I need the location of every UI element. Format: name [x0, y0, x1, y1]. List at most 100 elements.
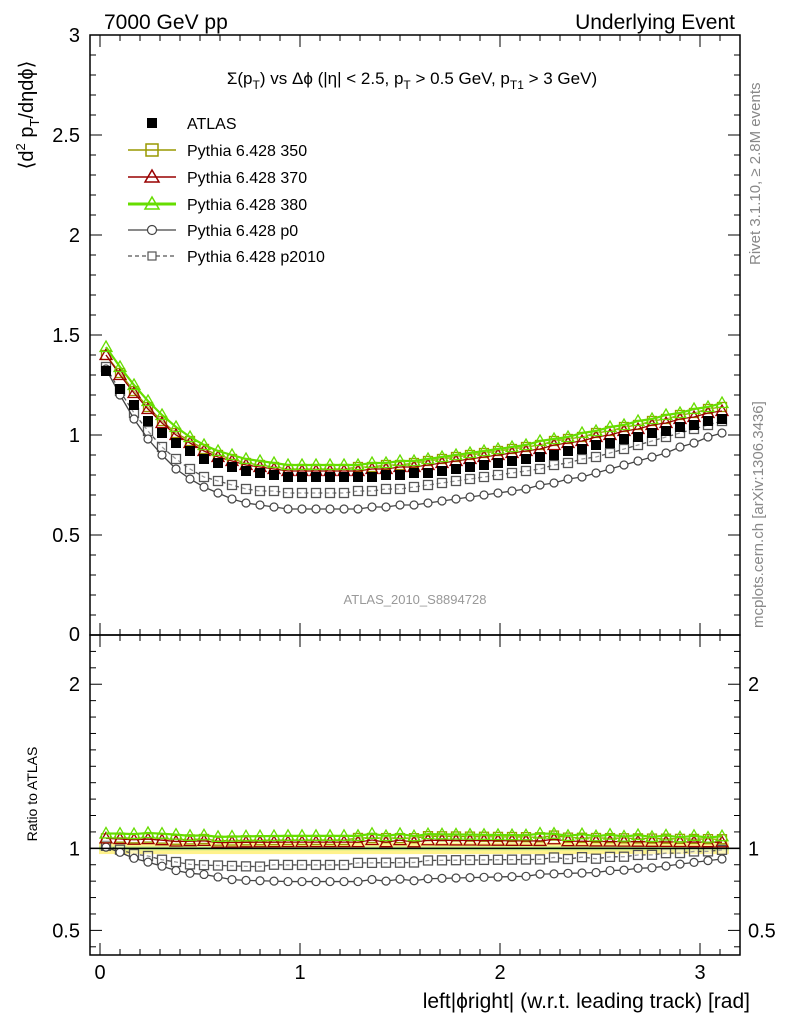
ratio-point-pythia-6-428-p0	[703, 856, 713, 866]
ratio-point-pythia-6-428-p0	[227, 874, 237, 885]
ratio-point-pythia-6-428-380	[322, 828, 338, 842]
point-pythia-6-428-p0	[437, 496, 447, 506]
ratio-point-pythia-6-428-380	[378, 828, 394, 842]
ratio-point-pythia-6-428-380	[462, 827, 478, 840]
analysis-annotation: ATLAS_2010_S8894728	[344, 592, 487, 607]
ratio-point-pythia-6-428-p0	[395, 874, 405, 884]
main-y-tick-label: 1.5	[52, 325, 80, 347]
ratio-point-pythia-6-428-380	[420, 826, 436, 840]
point-pythia-6-428-380	[280, 457, 296, 471]
point-atlas	[647, 428, 657, 438]
ratio-point-pythia-6-428-p0	[283, 876, 293, 887]
main-y-tick-label: 2.5	[52, 125, 80, 147]
header-right: Underlying Event	[575, 11, 735, 34]
point-pythia-6-428-p0	[675, 442, 685, 452]
ratio-point-pythia-6-428-380	[98, 826, 114, 839]
point-atlas	[423, 468, 433, 478]
ratio-point-pythia-6-428-380	[658, 828, 674, 841]
point-pythia-6-428-380	[140, 393, 156, 407]
x-axis-label: left|ϕright| (w.r.t. leading track) [rad…	[423, 990, 750, 1013]
ratio-point-pythia-6-428-380	[434, 827, 450, 840]
point-pythia-6-428-p2010	[296, 487, 308, 499]
ratio-point-pythia-6-428-370	[140, 831, 156, 845]
point-pythia-6-428-p0	[423, 498, 433, 508]
point-pythia-6-428-p0	[255, 500, 265, 510]
point-pythia-6-428-p2010	[506, 467, 518, 479]
point-pythia-6-428-380	[378, 455, 394, 469]
point-atlas	[353, 472, 363, 482]
ratio-point-pythia-6-428-380	[476, 827, 492, 840]
point-pythia-6-428-380	[182, 429, 198, 443]
series-pythia-6-428-p0	[101, 364, 727, 514]
point-pythia-6-428-370	[98, 347, 114, 361]
ratio-point-pythia-6-428-p0	[563, 868, 573, 878]
ratio-point-pythia-6-428-380	[574, 826, 590, 840]
ratio-point-pythia-6-428-370	[686, 834, 702, 848]
ratio-point-pythia-6-428-p0	[591, 867, 601, 878]
ratio-point-pythia-6-428-p2010	[296, 859, 308, 871]
ratio-point-pythia-6-428-370	[714, 834, 730, 848]
point-pythia-6-428-p0	[549, 478, 559, 488]
point-pythia-6-428-p2010	[478, 471, 490, 483]
point-pythia-6-428-p0	[129, 414, 139, 424]
ratio-point-pythia-6-428-370	[350, 834, 366, 848]
legend-item-p2010: Pythia 6.428 p2010	[128, 249, 325, 266]
ratio-point-pythia-6-428-370	[532, 833, 548, 847]
point-pythia-6-428-p0	[479, 490, 489, 500]
point-pythia-6-428-380	[560, 429, 576, 443]
series-atlas	[101, 366, 727, 482]
ratio-point-pythia-6-428-380	[308, 828, 324, 842]
ratio-axis-ticks: 0 1 2 3 0.5 0.5 1 1 2 2	[52, 635, 776, 984]
ratio-point-pythia-6-428-380	[126, 826, 142, 840]
point-pythia-6-428-380	[112, 359, 128, 373]
point-atlas	[241, 466, 251, 476]
ratio-point-pythia-6-428-380	[210, 829, 226, 843]
ratio-point-pythia-6-428-370	[574, 833, 590, 847]
ratio-point-pythia-6-428-p0	[255, 876, 265, 886]
point-atlas	[535, 452, 545, 462]
point-atlas	[563, 446, 573, 456]
ratio-point-pythia-6-428-380	[602, 827, 618, 840]
point-pythia-6-428-380	[154, 407, 170, 421]
point-pythia-6-428-p2010	[562, 457, 574, 469]
rivet-label: Rivet 3.1.10, ≥ 2.8M events	[747, 83, 764, 266]
point-pythia-6-428-p0	[661, 448, 671, 458]
ratio-point-pythia-6-428-380	[406, 828, 422, 842]
ratio-series-layer	[90, 825, 740, 887]
ratio-point-pythia-6-428-p0	[717, 854, 727, 864]
point-pythia-6-428-p0	[353, 504, 363, 514]
point-pythia-6-428-p2010	[576, 453, 588, 465]
legend-item-380: Pythia 6.428 380	[128, 195, 307, 214]
point-pythia-6-428-p0	[647, 452, 657, 462]
ratio-point-pythia-6-428-p0	[479, 872, 489, 882]
point-pythia-6-428-p0	[143, 434, 153, 444]
ratio-point-pythia-6-428-p2010	[198, 859, 210, 871]
point-pythia-6-428-380	[196, 437, 212, 451]
point-pythia-6-428-380	[420, 451, 436, 465]
ratio-point-pythia-6-428-380	[350, 828, 366, 842]
point-pythia-6-428-p0	[171, 464, 181, 474]
legend-marker-350	[145, 143, 159, 157]
ratio-y-tick-label: 0.5	[52, 920, 80, 942]
point-pythia-6-428-p0	[493, 488, 503, 498]
point-atlas	[633, 432, 643, 442]
point-pythia-6-428-p0	[157, 450, 167, 460]
ratio-point-pythia-6-428-p2010	[380, 857, 392, 868]
ratio-point-pythia-6-428-380	[364, 826, 380, 839]
point-pythia-6-428-370	[546, 437, 562, 451]
ratio-point-pythia-6-428-p2010	[170, 856, 182, 868]
ratio-point-pythia-6-428-380	[448, 827, 464, 840]
ratio-point-pythia-6-428-p0	[689, 857, 699, 867]
legend: ATLAS Pythia 6.428 350 Pythia 6.428 370 …	[128, 116, 325, 266]
point-pythia-6-428-370	[154, 415, 170, 429]
ratio-point-pythia-6-428-380	[294, 828, 310, 842]
point-atlas	[591, 440, 601, 450]
point-pythia-6-428-p2010	[534, 463, 546, 475]
ratio-point-pythia-6-428-p0	[605, 865, 615, 876]
ratio-point-pythia-6-428-p2010	[562, 853, 574, 865]
point-pythia-6-428-p0	[297, 504, 307, 514]
point-pythia-6-428-p2010	[380, 483, 392, 495]
ratio-point-pythia-6-428-p2010	[394, 857, 406, 868]
point-atlas	[507, 456, 517, 466]
ratio-point-pythia-6-428-370	[392, 832, 408, 846]
